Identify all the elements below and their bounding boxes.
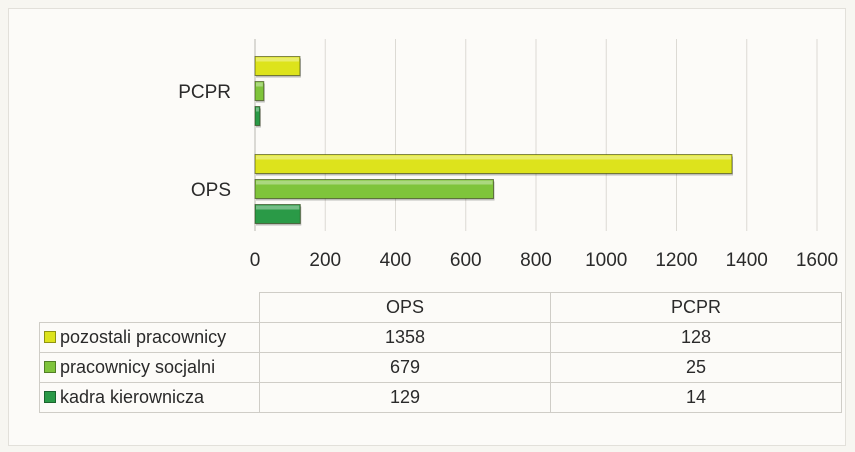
bar [254,56,301,76]
table-cell: 129 [259,382,551,413]
table-cell: 679 [259,352,551,383]
bar [254,81,265,101]
series-name: kadra kierownicza [60,387,205,407]
table-cell: 1358 [259,322,551,353]
x-tick-label: 1600 [796,250,838,271]
x-tick-label: 0 [250,250,261,271]
series-name: pozostali pracownicy [60,327,227,347]
bar [254,204,301,224]
bar-highlight [256,57,299,62]
bar-highlight [256,107,259,112]
table-cell: 128 [550,322,842,353]
x-tick-label: 400 [380,250,412,271]
chart-frame: 0 200 400 600 800 1000 1200 1400 1600 OPS PCPR OPS… [8,8,846,446]
bar [254,106,261,126]
column-header-ops: OPS [259,292,551,323]
bar-highlight [256,82,263,87]
bar-highlight [256,180,493,185]
table-row: pozostali pracownicy 1358 128 [39,322,842,353]
bar [254,154,733,174]
x-tick-label: 1400 [726,250,768,271]
series-name: pracownicy socjalni [60,357,216,377]
bar-chart: 0 200 400 600 800 1000 1200 1400 1600 OPS PCPR [178,39,838,271]
legend-entry-socjalni: pracownicy socjalni [39,352,260,383]
table-header-row: OPS PCPR [39,292,842,323]
x-tick-label: 1000 [585,250,627,271]
bar [254,179,494,199]
table-row: kadra kierownicza 129 14 [39,382,842,413]
x-tick-label: 600 [450,250,482,271]
category-label: PCPR [178,82,231,103]
bar-highlight [256,205,300,210]
table-row: pracownicy socjalni 679 25 [39,352,842,383]
legend-entry-pozostali: pozostali pracownicy [39,322,260,353]
legend-swatch [44,391,56,404]
bar-highlight [256,155,731,160]
table-cell: 25 [550,352,842,383]
x-tick-label: 1200 [655,250,697,271]
x-tick-label: 800 [520,250,552,271]
category-label: OPS [191,180,231,201]
legend-swatch [44,361,56,374]
table-cell: 14 [550,382,842,413]
data-table: OPS PCPR pozostali pracownicy 1358 128 p… [39,292,842,413]
x-tick-label: 200 [309,250,341,271]
legend-entry-kadra: kadra kierownicza [39,382,260,413]
legend-swatch [44,331,56,344]
column-header-pcpr: PCPR [550,292,842,323]
